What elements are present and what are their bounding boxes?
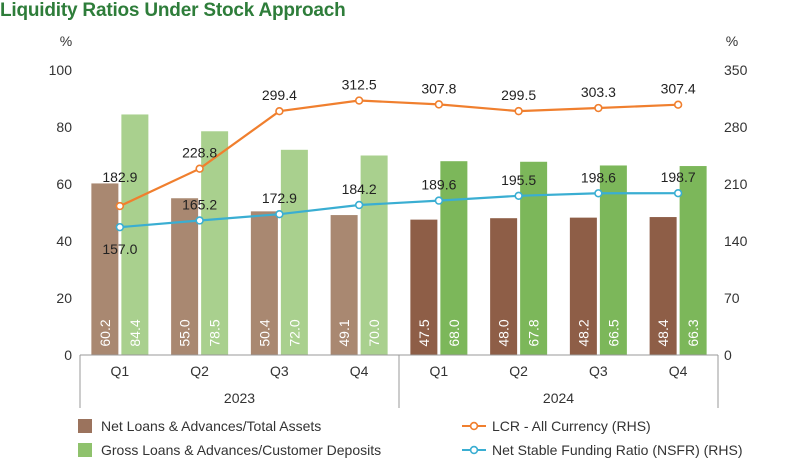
line-lcr-all-currency [119,99,679,208]
bar-net-loans-total-assets [490,218,518,355]
point-lcr [195,164,204,173]
bar-value-label-gross-loans: 78.5 [207,319,223,346]
bar-gross-loans-customer-deposits [440,161,468,355]
x-tick-label: Q2 [190,363,209,379]
bar-value-label-net-loans: 49.1 [336,319,352,346]
left-tick-label: 100 [49,62,73,78]
point-lcr [275,107,284,116]
lcr-value-label: 307.4 [661,81,696,97]
bar-net-loans-total-assets [569,217,597,355]
point-lcr [354,96,364,105]
bar-gross-loans-customer-deposits [599,165,627,355]
right-tick-label: 0 [724,347,732,363]
x-tick-label: Q1 [430,363,449,379]
bar-net-loans-total-assets [649,217,677,355]
bar-value-label-net-loans: 48.0 [496,319,512,346]
point-lcr [115,201,125,211]
point-nsfr [115,222,125,232]
bar-value-label-gross-loans: 84.4 [127,319,143,346]
lcr-value-label: 182.9 [102,169,137,185]
point-nsfr [275,210,284,219]
bar-gross-loans-customer-deposits [280,149,308,355]
point-lcr [673,100,683,109]
lcr-value-label: 299.5 [501,87,536,103]
legend-label-nsfr: Net Stable Funding Ratio (NSFR) (RHS) [492,442,743,458]
point-nsfr [514,191,523,201]
x-tick-label: Q4 [350,363,369,379]
point-nsfr [195,216,204,225]
point-nsfr [673,189,683,198]
lcr-value-label: 312.5 [342,77,377,93]
legend-marker-nsfr [469,445,479,455]
legend-marker-lcr [469,421,479,431]
bar-gross-loans-customer-deposits [201,131,229,355]
x-tick-label: Q2 [509,363,528,379]
bar-net-loans-total-assets [250,211,278,355]
lcr-value-label: 228.8 [182,145,217,161]
nsfr-value-label: 165.2 [182,196,217,212]
legend-swatch-gross-loans [78,443,92,457]
bar-value-label-net-loans: 48.2 [575,319,591,346]
bar-net-loans-total-assets [410,219,438,355]
right-tick-label: 140 [724,233,748,249]
right-tick-label: 70 [724,290,740,306]
lcr-value-label: 303.3 [581,84,616,100]
left-axis-unit: % [60,33,72,49]
nsfr-value-label: 157.0 [102,241,137,257]
point-nsfr [594,189,603,198]
nsfr-value-label: 198.6 [581,169,616,185]
left-tick-label: 60 [56,176,72,192]
bar-gross-loans-customer-deposits [360,155,388,355]
bar-value-label-net-loans: 47.5 [416,319,432,346]
point-nsfr [354,200,364,210]
right-axis-unit: % [726,33,738,49]
x-tick-label: Q4 [669,363,688,379]
bar-gross-loans-customer-deposits [679,166,707,355]
bar-value-label-net-loans: 60.2 [97,319,113,346]
lcr-value-label: 299.4 [262,87,297,103]
chart-title: Liquidity Ratios Under Stock Approach [0,0,346,21]
bar-net-loans-total-assets [330,215,358,355]
x-group-label: 2024 [543,390,574,406]
bar-value-label-net-loans: 50.4 [256,319,272,346]
nsfr-value-label: 184.2 [342,181,377,197]
point-lcr [434,100,444,109]
line-nsfr [119,192,679,229]
x-tick-label: Q3 [270,363,289,379]
bar-net-loans-total-assets [91,183,119,355]
nsfr-value-label: 198.7 [661,169,696,185]
legend-label-gross-loans: Gross Loans & Advances/Customer Deposits [101,442,381,458]
bar-value-label-gross-loans: 66.3 [685,319,701,346]
bar-value-label-gross-loans: 68.0 [446,319,462,346]
bar-value-label-gross-loans: 67.8 [526,319,542,346]
nsfr-value-label: 195.5 [501,172,536,188]
left-tick-label: 20 [56,290,72,306]
bar-value-label-net-loans: 48.4 [655,319,671,346]
left-tick-label: 40 [56,233,72,249]
right-tick-label: 350 [724,62,748,78]
nsfr-value-label: 172.9 [262,190,297,206]
bar-value-label-gross-loans: 66.5 [605,319,621,346]
right-tick-label: 280 [724,119,748,135]
x-tick-label: Q3 [589,363,608,379]
legend-label-net-loans: Net Loans & Advances/Total Assets [101,418,321,434]
legend-swatch-net-loans [78,419,92,433]
legend-label-lcr: LCR - All Currency (RHS) [492,418,651,434]
bar-gross-loans-customer-deposits [121,114,149,356]
right-tick-label: 210 [724,176,748,192]
left-tick-label: 80 [56,119,72,135]
bar-value-label-gross-loans: 70.0 [366,319,382,346]
point-nsfr [434,196,444,205]
bar-value-label-gross-loans: 72.0 [286,319,302,346]
nsfr-value-label: 189.6 [421,177,456,193]
point-lcr [514,106,523,116]
point-lcr [594,103,603,113]
left-tick-label: 0 [64,347,72,363]
x-tick-label: Q1 [111,363,130,379]
bar-value-label-net-loans: 55.0 [177,319,193,346]
x-group-label: 2023 [224,390,255,406]
lcr-value-label: 307.8 [421,80,456,96]
bar-net-loans-total-assets [171,198,199,355]
